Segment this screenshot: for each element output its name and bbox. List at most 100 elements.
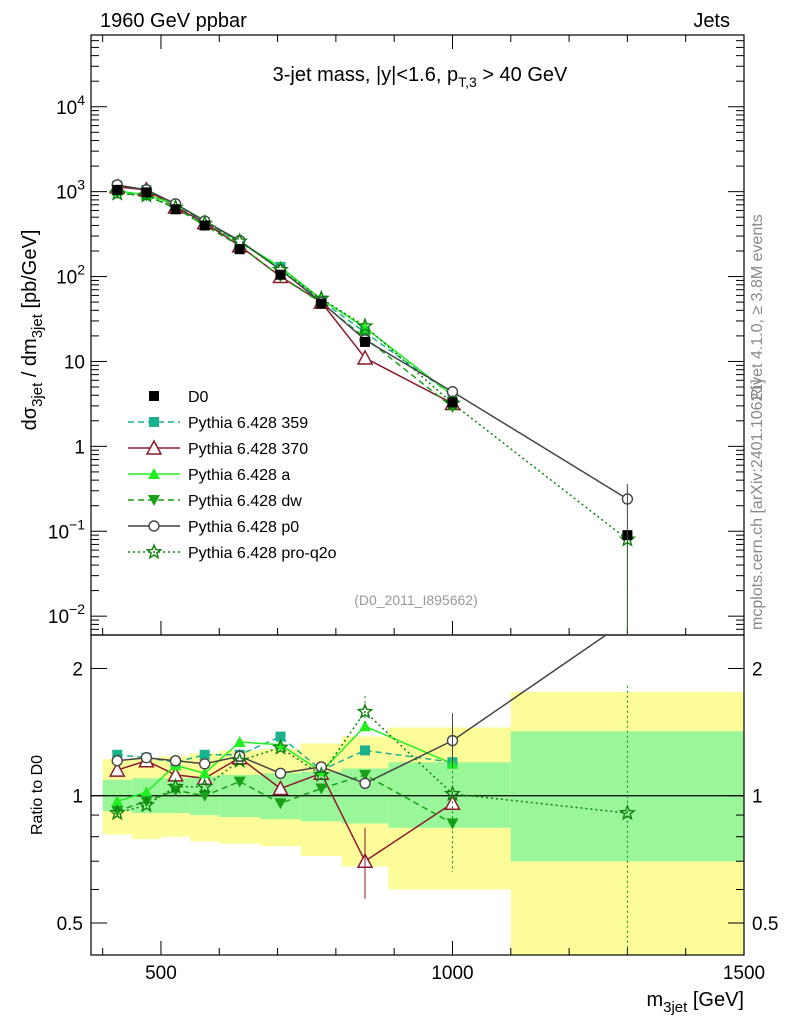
- analysis-ref: (D0_2011_I895662): [354, 592, 478, 608]
- ratio-marker-cdw: [446, 818, 459, 830]
- legend-marker: [148, 495, 160, 506]
- title-base: 3-jet mass, |y|<1.6, p: [273, 64, 458, 86]
- ratio-marker-cdw: [198, 790, 211, 802]
- legend-entry: D0: [149, 389, 209, 406]
- ratio-line-cq2o: [117, 710, 628, 814]
- series-line-cdw: [117, 192, 453, 408]
- ylabel-c: [pb/GeV]: [19, 230, 41, 315]
- ratio-marker-ca: [274, 738, 287, 750]
- axis-ticks: 500 1000 1500 10−2 10−1 1 10 102 103 104 0.5 0.5 1 1 2…: [48, 34, 778, 984]
- ratio-marker-cq2o: [167, 777, 185, 794]
- legend-label: Pythia 6.428 dw: [188, 493, 302, 510]
- ratio-marker-cq2o: [196, 777, 214, 794]
- legend-marker: [148, 520, 160, 532]
- data-point: [170, 204, 181, 215]
- legend-entry: Pythia 6.428 pro-q2o: [128, 543, 337, 562]
- ratio-marker-cp0: [274, 767, 287, 779]
- ratio-marker-cp0: [359, 777, 371, 790]
- y-tick-label: 102: [56, 262, 85, 289]
- ratio-marker-cdw: [274, 798, 287, 810]
- legend-label: Pythia 6.428 359: [188, 415, 308, 432]
- legend-marker: [145, 543, 163, 560]
- ratio-marker-cq2o: [108, 804, 126, 821]
- mcplots-label: mcplots.cern.ch [arXiv:2401.10621]: [749, 379, 766, 630]
- data-point: [199, 220, 210, 231]
- ratio-y-tick-label: 2: [72, 659, 83, 680]
- legend-marker: [148, 468, 160, 479]
- ylabel-a-sub: 3jet: [29, 382, 46, 407]
- ratio-marker-cdw: [315, 783, 328, 795]
- data-point: [112, 184, 123, 195]
- ratio-marker-cdw: [111, 806, 124, 818]
- xlabel-a: m: [646, 989, 663, 1011]
- legend-marker: [145, 439, 163, 455]
- ratio-y-tick-label-right: 1: [752, 787, 763, 808]
- ratio-marker-cp0: [169, 755, 182, 767]
- ratio-y-tick-label-right: 2: [752, 659, 763, 680]
- header-left: 1960 GeV ppbar: [100, 10, 247, 32]
- data-point: [275, 269, 286, 280]
- ylabel-b-sub: 3jet: [29, 313, 46, 338]
- ratio-marker-cdw: [359, 769, 372, 781]
- series-line-ca: [117, 190, 453, 396]
- data-point: [360, 336, 371, 347]
- ratio-marker-cq2o: [231, 751, 249, 769]
- ratio-y-tick-label-right: 0.5: [752, 914, 778, 935]
- marker-cq2o: [356, 317, 374, 334]
- ylabel-a: dσ: [19, 406, 41, 430]
- ratio-marker-c370: [108, 761, 126, 777]
- ratio-marker-cq2o: [312, 765, 330, 783]
- legend-label: Pythia 6.428 a: [188, 467, 290, 484]
- y-tick-label: 103: [56, 177, 85, 204]
- ratio-y-tick-label: 0.5: [57, 914, 83, 935]
- legend-label: Pythia 6.428 p0: [188, 519, 299, 536]
- x-axis-title: m3jet [GeV]: [646, 989, 744, 1016]
- y-tick-label: 104: [56, 92, 85, 119]
- legend: D0 Pythia 6.428 359 Pythia 6.428 370 Pythia…: [128, 389, 337, 562]
- x-tick-label: 500: [145, 963, 177, 984]
- ratio-marker-c370: [272, 779, 289, 796]
- ratio-marker-cq2o: [137, 796, 155, 813]
- data-point: [447, 397, 458, 408]
- axes-frames: [90, 34, 745, 956]
- legend-entry: Pythia 6.428 dw: [128, 493, 302, 510]
- data-point: [234, 244, 245, 255]
- ratio-line-cdw: [116, 774, 453, 825]
- ratio-marker-ca: [233, 735, 246, 747]
- ratio-marker-c359: [360, 745, 371, 756]
- ratio-marker-cdw: [233, 776, 246, 788]
- ratio-line-cp0: [117, 635, 608, 785]
- ratio-y-tick-label: 1: [72, 787, 83, 808]
- series-line-cp0: [117, 184, 628, 500]
- ratio-axis-title: Ratio to D0: [29, 755, 46, 835]
- ratio-marker-c359: [199, 749, 210, 760]
- legend-entry: Pythia 6.428 370: [128, 439, 308, 458]
- xlabel-a-sub: 3jet: [663, 999, 688, 1016]
- title-sub: T,3: [458, 74, 477, 90]
- ratio-marker-cq2o: [271, 738, 289, 755]
- legend-label: Pythia 6.428 pro-q2o: [188, 545, 337, 562]
- legend-entry: Pythia 6.428 359: [128, 415, 308, 432]
- series-line-cq2o: [117, 192, 628, 541]
- ratio-marker-ca: [140, 786, 153, 798]
- ratio-marker-ca: [198, 767, 211, 779]
- y-tick-label: 10: [64, 352, 85, 373]
- marker-cq2o: [137, 186, 155, 203]
- legend-marker: [149, 417, 159, 427]
- rivet-label: Rivet 4.1.0, ≥ 3.8M events: [749, 214, 766, 400]
- legend-entry: Pythia 6.428 a: [128, 467, 290, 484]
- xlabel-b: [GeV]: [687, 989, 744, 1011]
- ratio-marker-c359: [112, 749, 123, 760]
- y-axis-title: dσ3jet / dm3jet [pb/GeV]: [19, 230, 46, 431]
- header-right: Jets: [693, 10, 730, 32]
- y-tick-label: 10−2: [48, 601, 85, 628]
- ratio-marker-c359: [275, 731, 286, 742]
- series-markers: [108, 178, 637, 955]
- data-point: [316, 298, 327, 309]
- ratio-marker-cp0: [140, 752, 153, 764]
- x-tick-label: 1500: [723, 963, 765, 984]
- legend-marker: [149, 391, 159, 401]
- chart-title: 3-jet mass, |y|<1.6, pT,3 > 40 GeV: [273, 64, 568, 90]
- uncertainty-bands: [91, 691, 744, 955]
